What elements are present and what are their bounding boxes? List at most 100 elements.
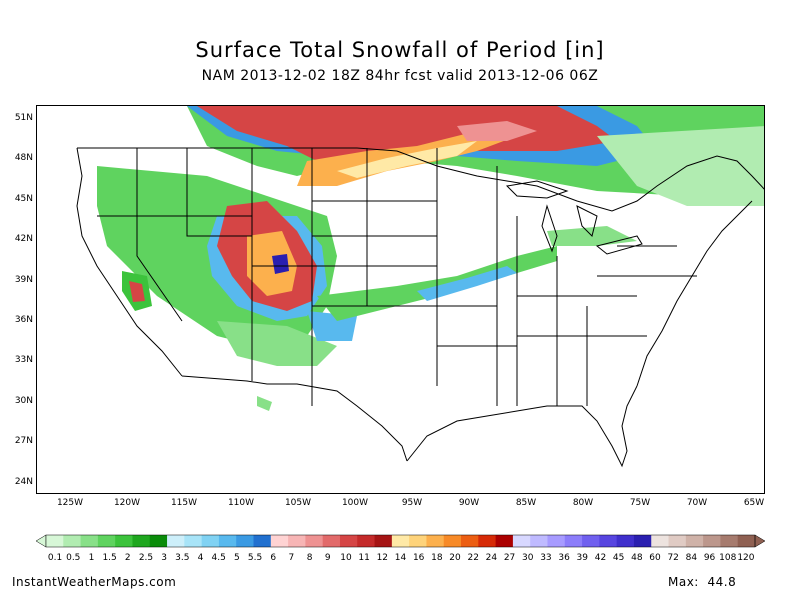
legend-label: 2.5 [138, 553, 154, 563]
snow-southwest-strip [257, 396, 272, 411]
legend-swatch [184, 535, 203, 547]
snow-band-north-yellow [337, 141, 477, 178]
legend-swatch [201, 535, 220, 547]
legend-swatch [63, 535, 82, 547]
lat-label: 27N [14, 436, 33, 446]
snow-band-northeast-lightgreen [597, 126, 764, 206]
legend-swatch [703, 535, 721, 547]
legend-label: 0.5 [66, 553, 81, 563]
legend-swatch [218, 535, 237, 547]
site-credit: InstantWeatherMaps.com [12, 575, 177, 589]
legend-label: 16 [412, 553, 425, 563]
legend-label: 5 [234, 553, 240, 563]
legend-swatch [651, 535, 670, 547]
legend-swatch [685, 535, 704, 547]
snow-band-north-light-red [457, 121, 537, 141]
legend-label: 33 [540, 553, 552, 563]
great-lakes [505, 180, 569, 199]
legend-label: 39 [576, 553, 588, 563]
legend-arrow-right [754, 534, 766, 548]
legend-label: 14 [394, 553, 407, 563]
legend-label: 22 [467, 553, 479, 563]
snow-southwest-green [217, 321, 337, 366]
legend-label: 36 [558, 553, 570, 563]
legend-label: 20 [449, 553, 461, 563]
legend-arrow-left [35, 534, 47, 548]
lon-label: 80W [572, 498, 594, 508]
legend-label: 9 [324, 553, 331, 563]
max-number: 44.8 [707, 575, 737, 589]
lon-label: 105W [284, 498, 312, 508]
legend-swatch [305, 535, 324, 547]
legend-swatch [322, 535, 341, 547]
legend-label: 3 [161, 553, 168, 563]
snowfall-map [36, 105, 765, 494]
legend-swatch [737, 535, 756, 547]
lat-label: 42N [14, 234, 33, 244]
legend-swatch [599, 535, 618, 547]
lon-label: 125W [56, 498, 84, 508]
map-title: Surface Total Snowfall of Period [in] [195, 38, 605, 62]
legend-swatch [374, 535, 393, 547]
legend-swatch [391, 535, 410, 547]
legend-label: 18 [431, 553, 443, 563]
legend-label: 27 [503, 553, 516, 563]
legend-swatch [80, 535, 99, 547]
snow-plains-band-blue [417, 266, 517, 301]
legend-swatch [720, 535, 739, 547]
state-borders [76, 147, 764, 468]
lon-label: 70W [686, 498, 708, 508]
legend-label: 1 [88, 553, 95, 563]
legend-swatch [478, 535, 497, 547]
legend-label: 48 [631, 553, 643, 563]
canada-border [77, 147, 764, 212]
legend-swatch [633, 535, 652, 547]
map-subtitle: NAM 2013-12-02 18Z 84hr fcst valid 2013-… [201, 68, 599, 84]
legend-swatch [149, 535, 168, 547]
legend-label: 5.5 [247, 553, 263, 563]
mexico-border [181, 375, 408, 462]
legend-swatch [426, 535, 445, 547]
legend-swatch [668, 535, 687, 547]
legend-swatch [461, 535, 479, 547]
legend-label: 6 [270, 553, 277, 563]
gulf-coast [406, 385, 638, 468]
legend-label: 4.5 [211, 553, 226, 563]
max-label: Max: [668, 575, 699, 589]
legend-label: 45 [612, 553, 625, 563]
lon-label: 95W [401, 498, 423, 508]
legend-label: 24 [485, 553, 498, 563]
legend-swatch [409, 535, 427, 547]
legend-swatch [115, 535, 133, 547]
snow-band-north-red [197, 106, 617, 166]
legend-swatch [530, 535, 548, 547]
lon-label: 90W [458, 498, 480, 508]
lat-label: 36N [14, 315, 33, 325]
legend-label: 120 [737, 553, 755, 563]
lat-label: 48N [14, 153, 33, 163]
lat-label: 33N [14, 355, 33, 365]
legend-swatch [616, 535, 635, 547]
map-canvas [76, 106, 764, 468]
lat-label: 24N [14, 477, 33, 487]
lon-label: 100W [341, 498, 369, 508]
legend-swatch [132, 535, 151, 547]
legend-label: 30 [522, 553, 534, 563]
legend-label: 84 [685, 553, 698, 563]
legend-label: 1.5 [102, 553, 117, 563]
lon-label: 115W [170, 498, 198, 508]
lat-label: 39N [14, 275, 33, 285]
snow-sierra-core [129, 281, 145, 302]
legend-swatch [97, 535, 116, 547]
lat-label: 30N [14, 396, 33, 406]
snow-rockies-blue-core [272, 254, 289, 274]
snowfall-fields [97, 106, 764, 411]
legend-swatch [253, 535, 272, 547]
legend-label: 4 [197, 553, 204, 563]
legend-label: 2 [124, 553, 131, 563]
legend-label: 0.1 [47, 553, 63, 563]
legend-swatch [46, 535, 64, 547]
legend-swatch [236, 535, 255, 547]
legend-label: 11 [358, 553, 370, 563]
legend-label: 72 [667, 553, 679, 563]
